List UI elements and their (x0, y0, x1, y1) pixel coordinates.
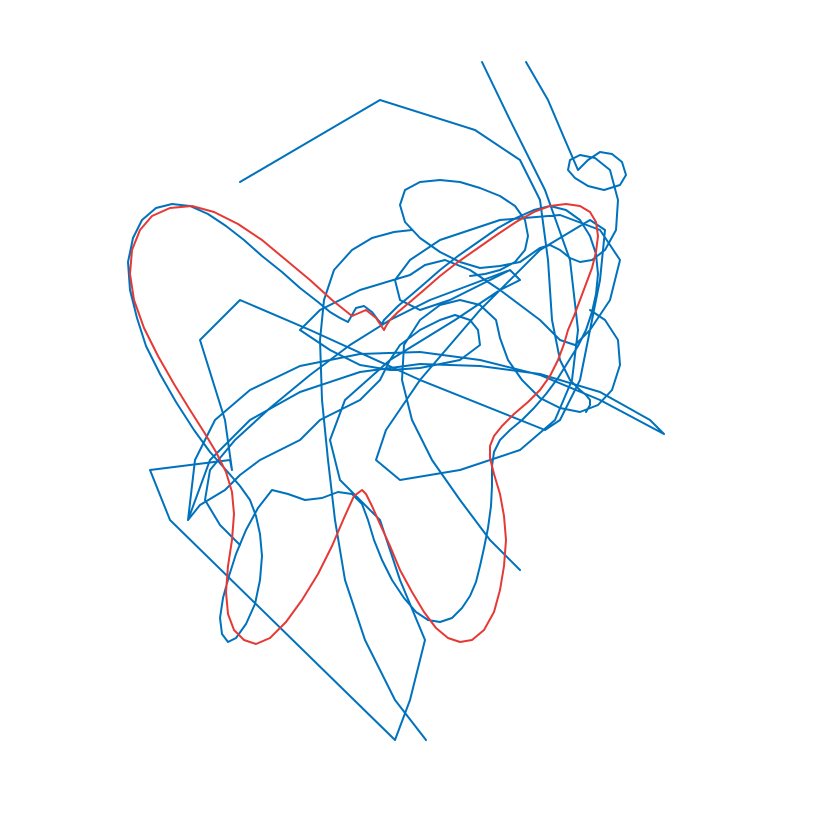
series-line-7 (319, 229, 427, 741)
series-line-1 (149, 61, 621, 741)
series-line-9 (129, 203, 599, 645)
series-layer (127, 61, 665, 741)
series-line-4 (187, 351, 665, 521)
series-line-6 (204, 270, 508, 546)
series-line-2 (399, 61, 627, 277)
series-line-5 (401, 299, 621, 571)
series-line-3 (239, 99, 591, 413)
